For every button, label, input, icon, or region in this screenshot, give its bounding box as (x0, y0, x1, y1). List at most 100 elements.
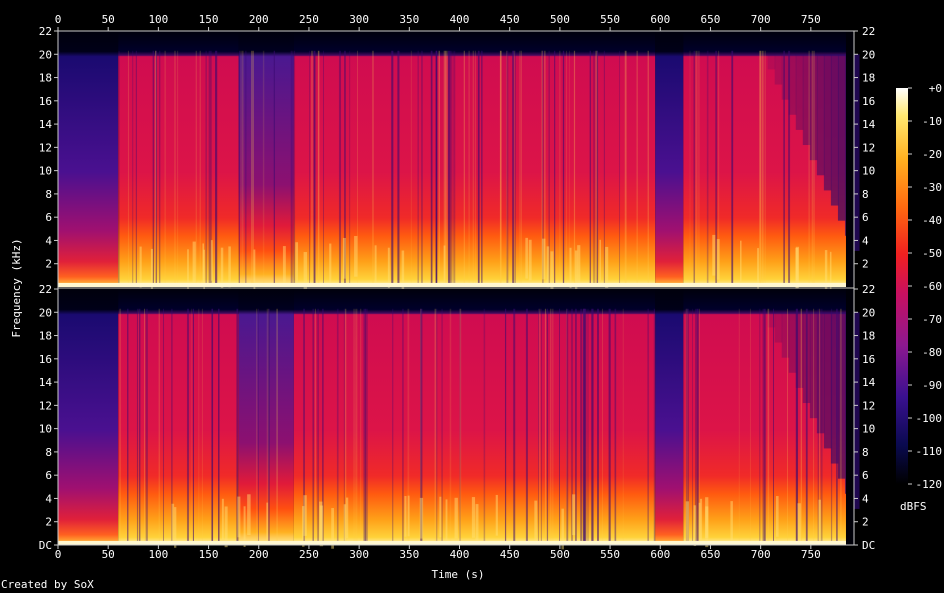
y-tick-label: 12 (862, 141, 875, 154)
x-tick-label: 100 (148, 548, 168, 561)
y-tick-label: 8 (862, 446, 869, 459)
colorbar-tick-label: -50 (922, 247, 942, 260)
tail-silence (845, 289, 854, 545)
y-tick-label: 18 (862, 330, 875, 343)
x-tick-label: 300 (349, 548, 369, 561)
x-tick-label: 200 (249, 548, 269, 561)
y-tick-label: 14 (862, 118, 876, 131)
x-tick-label: 0 (55, 548, 62, 561)
y-tick-label: 8 (45, 446, 52, 459)
y-tick-label: 2 (862, 258, 869, 271)
colorbar-tick-label: -30 (922, 181, 942, 194)
y-tick-label: 2 (862, 516, 869, 529)
colorbar-tick-label: -90 (922, 379, 942, 392)
y-tick-label: 12 (862, 399, 875, 412)
y-tick-label: 22 (39, 25, 52, 38)
y-tick-label: 2 (45, 516, 52, 529)
y-tick-label: 20 (862, 306, 875, 319)
x-tick-label: 150 (199, 548, 219, 561)
x-tick-label: 400 (450, 548, 470, 561)
y-tick-label: 8 (45, 188, 52, 201)
y-tick-label: 16 (39, 95, 52, 108)
y-axis-label: Frequency (kHz) (10, 238, 23, 337)
y-tick-label: 10 (862, 165, 875, 178)
y-tick-label: 18 (862, 72, 875, 85)
colorbar-tick-label: -40 (922, 214, 942, 227)
y-tick-label: 6 (862, 211, 869, 224)
y-tick-label: 6 (45, 469, 52, 482)
y-tick-label: 20 (39, 306, 52, 319)
colorbar-label: dBFS (900, 500, 927, 513)
y-tick-label: 22 (39, 283, 52, 296)
x-tick-label: 50 (102, 13, 115, 26)
y-tick-label: DC (862, 539, 875, 552)
y-tick-label: 20 (862, 48, 875, 61)
y-tick-label: 18 (39, 72, 52, 85)
spectrogram-segment (238, 31, 294, 287)
colorbar-tick-label: -80 (922, 346, 942, 359)
y-tick-label: 16 (862, 353, 875, 366)
x-tick-label: 750 (801, 548, 821, 561)
x-tick-label: 450 (500, 548, 520, 561)
colorbar-tick-label: +0 (929, 82, 942, 95)
x-tick-label: 250 (299, 13, 319, 26)
x-tick-label: 500 (550, 548, 570, 561)
x-tick-label: 600 (650, 13, 670, 26)
x-tick-label: 400 (450, 13, 470, 26)
spectrogram-segment (293, 289, 656, 545)
spectrogram-segment (118, 31, 239, 287)
x-tick-label: 750 (801, 13, 821, 26)
spectrogram-segment (238, 289, 294, 545)
x-tick-label: 250 (299, 548, 319, 561)
y-tick-label: 4 (862, 234, 869, 247)
y-tick-label: 12 (39, 141, 52, 154)
dc-band (58, 282, 846, 287)
y-tick-label: 6 (45, 211, 52, 224)
y-tick-label: 4 (862, 492, 869, 505)
colorbar-tick-label: -110 (916, 445, 943, 458)
colorbar-tick-label: -20 (922, 148, 942, 161)
y-tick-label: 14 (39, 118, 53, 131)
x-tick-label: 550 (600, 13, 620, 26)
spectrogram-segment (118, 289, 239, 545)
spectrogram-segment (293, 31, 656, 287)
y-tick-label: 18 (39, 330, 52, 343)
x-tick-label: 50 (102, 548, 115, 561)
colorbar-tick-label: -70 (922, 313, 942, 326)
y-tick-label: 22 (862, 283, 875, 296)
x-tick-label: 300 (349, 13, 369, 26)
x-tick-label: 500 (550, 13, 570, 26)
x-tick-label: 650 (701, 548, 721, 561)
y-tick-label: 10 (39, 165, 52, 178)
plot-frame (57, 30, 855, 546)
y-tick-label: 4 (45, 234, 52, 247)
y-tick-label: 2 (45, 258, 52, 271)
x-tick-label: 350 (399, 548, 419, 561)
spectrogram-segment (655, 31, 684, 287)
colorbar (896, 88, 908, 484)
colorbar-tick-label: -100 (916, 412, 943, 425)
spectrogram-segment (655, 289, 684, 545)
y-tick-label: 12 (39, 399, 52, 412)
x-axis-top: 0 50 100 150 200 250 300 350 400 450 500 550 600 650 7… (55, 13, 821, 31)
y-tick-label: 16 (39, 353, 52, 366)
x-tick-label: 200 (249, 13, 269, 26)
x-tick-label: 350 (399, 13, 419, 26)
x-tick-label: 150 (199, 13, 219, 26)
x-tick-label: 550 (600, 548, 620, 561)
x-axis-bottom: 0 50 100 150 200 250 300 350 400 450 500 550 600 650 7… (55, 545, 821, 561)
y-tick-label: 16 (862, 95, 875, 108)
channel-1-panel (58, 31, 860, 293)
dc-band (58, 540, 846, 545)
x-tick-label: 650 (701, 13, 721, 26)
x-tick-label: 0 (55, 13, 62, 26)
y-tick-label: 8 (862, 188, 869, 201)
x-tick-label: 100 (148, 13, 168, 26)
texture-stripes (119, 308, 842, 550)
x-tick-label: 450 (500, 13, 520, 26)
credit-text: Created by SoX (1, 578, 94, 591)
y-tick-label: 22 (862, 25, 875, 38)
colorbar-tick-label: -120 (916, 478, 943, 491)
